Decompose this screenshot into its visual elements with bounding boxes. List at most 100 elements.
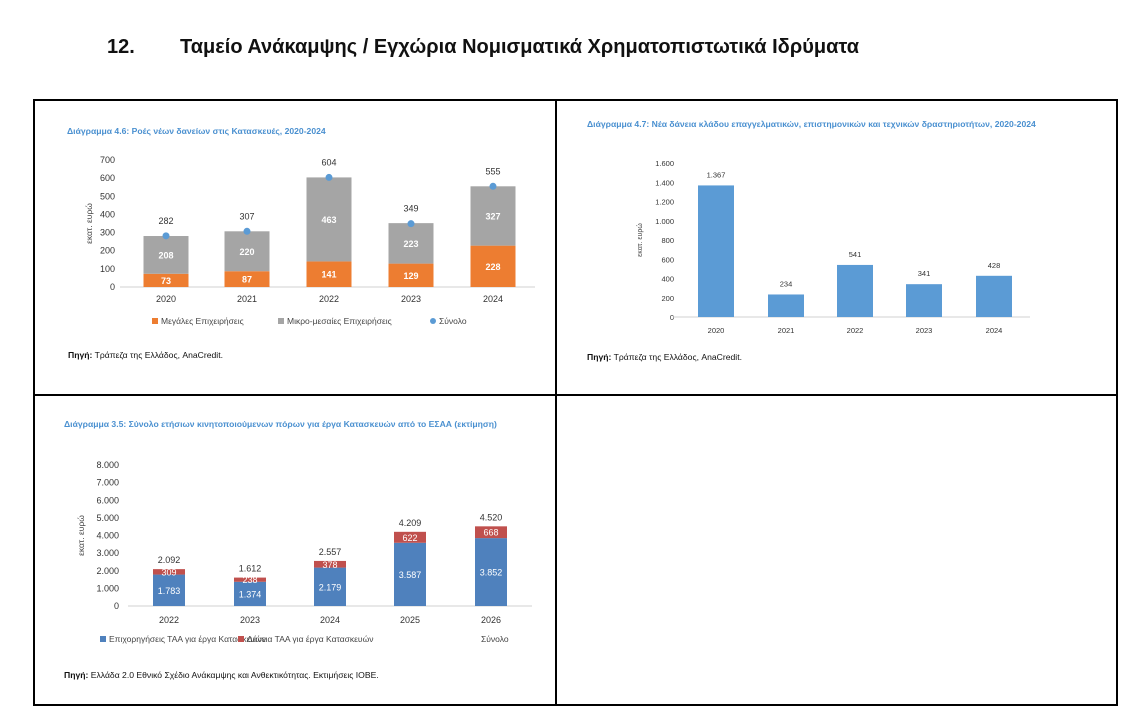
section-title-text: Ταμείο Ανάκαμψης / Εγχώρια Νομισματικά Χ…	[180, 36, 860, 58]
legend-label: Μικρο-μεσαίες Επιχειρήσεις	[287, 316, 392, 326]
bar-segment	[768, 294, 804, 317]
data-label: 3.587	[399, 570, 422, 580]
data-label: 1.374	[239, 589, 262, 599]
y-tick-label: 2.000	[96, 566, 119, 576]
x-tick-label: 2023	[916, 326, 933, 335]
legend-swatch	[100, 636, 106, 642]
legend-swatch	[238, 636, 244, 642]
chart3-title: Διάγραμμα 3.5: Σύνολο ετήσιων κινητοποιο…	[64, 419, 497, 429]
total-label: 282	[158, 216, 173, 226]
y-tick-label: 6.000	[96, 495, 119, 505]
y-tick-label: 1.000	[96, 583, 119, 593]
bar-segment	[224, 271, 270, 287]
bar-segment	[143, 236, 189, 274]
total-label: 2.557	[319, 547, 342, 557]
data-label: 463	[321, 215, 336, 225]
x-tick-label: 2021	[778, 326, 795, 335]
data-label: 238	[242, 575, 257, 585]
source-text: Τράπεζα της Ελλάδος, AnaCredit.	[611, 352, 742, 362]
y-tick-label: 7.000	[96, 478, 119, 488]
data-label: 541	[849, 250, 862, 259]
total-label: 2.092	[158, 555, 181, 565]
y-tick-label: 400	[100, 209, 115, 219]
data-label: 2.179	[319, 582, 342, 592]
y-axis-label: εκατ. ευρώ	[636, 223, 644, 257]
total-marker	[162, 232, 170, 240]
data-label: 208	[158, 250, 173, 260]
legend-swatch	[278, 318, 284, 324]
data-label: 327	[485, 211, 500, 221]
bar-segment	[306, 177, 352, 262]
section-number: 12.	[107, 36, 135, 58]
source-label: Πηγή:	[587, 352, 612, 362]
total-label: 4.209	[399, 518, 422, 528]
bar-segment	[314, 560, 346, 568]
data-label: 622	[402, 533, 417, 543]
bar-segment	[976, 275, 1012, 317]
bar-segment	[234, 581, 266, 606]
y-tick-label: 0	[110, 282, 115, 292]
x-tick-label: 2022	[319, 294, 339, 304]
legend-swatch	[152, 318, 158, 324]
bar-segment	[394, 542, 426, 606]
legend-swatch	[430, 318, 436, 324]
total-marker	[407, 220, 415, 228]
data-label: 129	[403, 271, 418, 281]
legend-label: Μεγάλες Επιχειρήσεις	[161, 316, 244, 326]
x-tick-label: 2026	[481, 615, 501, 625]
bar-segment	[234, 577, 266, 582]
total-label: 1.612	[239, 564, 262, 574]
total-label: 4.520	[480, 512, 503, 522]
data-label: 234	[780, 279, 793, 288]
y-tick-label: 0	[670, 313, 674, 322]
data-label: 141	[321, 270, 336, 280]
y-tick-label: 0	[114, 601, 119, 611]
data-label: 223	[403, 239, 418, 249]
x-tick-label: 2023	[401, 294, 421, 304]
y-tick-label: 8.000	[96, 460, 119, 470]
x-tick-label: 2024	[320, 615, 340, 625]
bar-segment	[470, 245, 516, 287]
data-label: 73	[161, 276, 171, 286]
y-tick-label: 500	[100, 191, 115, 201]
x-tick-label: 2022	[847, 326, 864, 335]
total-label: 555	[485, 166, 500, 176]
bar-segment	[470, 186, 516, 246]
bar-segment	[906, 284, 942, 317]
source-label: Πηγή:	[68, 350, 93, 360]
chart-grid-frame	[33, 99, 1118, 706]
data-label: 228	[485, 262, 500, 272]
total-label: 307	[239, 211, 254, 221]
data-label: 1.367	[707, 170, 726, 179]
legend-label: Σύνολο	[481, 634, 509, 644]
y-tick-label: 100	[100, 264, 115, 274]
source-label: Πηγή:	[64, 670, 89, 680]
x-tick-label: 2022	[159, 615, 179, 625]
data-label: 341	[918, 269, 931, 278]
bar-segment	[388, 223, 434, 264]
y-tick-label: 400	[661, 275, 674, 284]
chart1-title: Διάγραμμα 4.6: Ροές νέων δανείων στις Κα…	[67, 126, 326, 136]
bar-segment	[153, 569, 185, 575]
bar-segment	[837, 264, 873, 317]
data-label: 668	[483, 528, 498, 538]
total-label: 349	[403, 204, 418, 214]
y-tick-label: 1.200	[655, 198, 674, 207]
data-label: 428	[988, 261, 1001, 270]
bar-segment	[475, 526, 507, 539]
bar-segment	[394, 531, 426, 543]
x-tick-label: 2023	[240, 615, 260, 625]
x-tick-label: 2020	[156, 294, 176, 304]
legend-label: Δάνεια ΤΑΑ για έργα Κατασκευών	[247, 634, 373, 644]
bar-segment	[475, 538, 507, 606]
grid-vertical-divider	[555, 99, 557, 706]
data-label: 378	[322, 560, 337, 570]
bar-segment	[306, 261, 352, 287]
bar-segment	[224, 231, 270, 272]
x-tick-label: 2025	[400, 615, 420, 625]
y-tick-label: 1.000	[655, 217, 674, 226]
total-marker	[489, 182, 497, 190]
source-text: Τράπεζα της Ελλάδος, AnaCredit.	[92, 350, 223, 360]
y-tick-label: 1.600	[655, 159, 674, 168]
